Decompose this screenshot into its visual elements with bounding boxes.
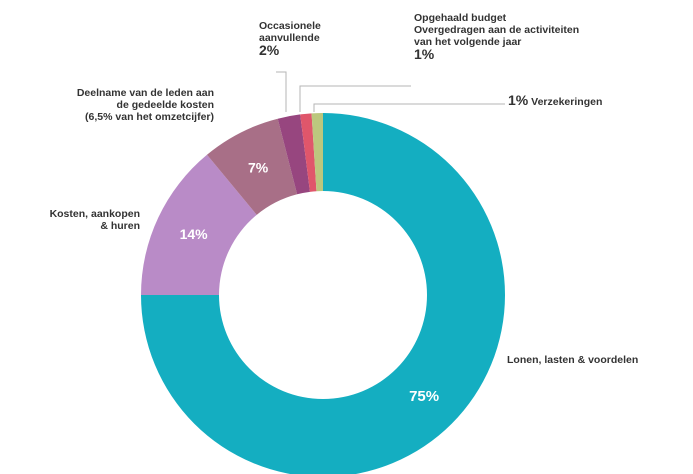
- label-lonen: Lonen, lasten & voordelen: [507, 354, 639, 366]
- label-budget-pct: 1%: [414, 46, 435, 62]
- leader-line-budget: [299, 85, 411, 112]
- label-verzekeringen-pct: 1%: [508, 92, 529, 108]
- label-kosten-line1: Kosten, aankopen: [49, 208, 140, 220]
- label-occasionele-pct: 2%: [259, 42, 280, 58]
- donut-percent-labels: 75% 14% 7%: [180, 160, 440, 406]
- slice-kosten: [141, 154, 257, 295]
- label-dochter-line3: (6,5% van het omzetcijfer): [85, 111, 214, 123]
- slice-lonen: [141, 113, 505, 474]
- donut-slices: [141, 113, 505, 474]
- label-budget-line3: van het volgende jaar: [414, 36, 522, 48]
- label-kosten-line2: & huren: [100, 220, 140, 232]
- label-dochter-line1: Deelname van de leden aan: [76, 87, 214, 99]
- slice-budget: [300, 113, 317, 192]
- label-budget-line1: Opgehaald budget: [414, 12, 507, 24]
- slice-occasionele: [277, 114, 310, 195]
- label-occasionele: Occasionele aanvullende 2%: [259, 20, 321, 58]
- leader-line-verzekeringen: [313, 103, 505, 112]
- label-budget: Opgehaald budget Overgedragen aan de act…: [414, 12, 580, 62]
- label-dochter: Deelname van de leden aan de gedeelde ko…: [0, 87, 214, 123]
- slice-label-kosten: 14%: [180, 226, 209, 242]
- leader-lines: [276, 71, 505, 112]
- slice-label-dochter: 7%: [248, 160, 269, 176]
- label-kosten: Kosten, aankopen & huren: [0, 208, 140, 232]
- slice-verzekeringen: [311, 113, 323, 192]
- label-budget-line2: Overgedragen aan de activiteiten: [414, 24, 580, 36]
- label-occasionele-line2: aanvullende: [259, 32, 320, 44]
- label-dochter-line2: de gedeelde kosten: [116, 99, 214, 111]
- label-verzekeringen-text: Verzekeringen: [531, 96, 603, 108]
- slice-dochter: [206, 118, 298, 215]
- slice-label-lonen: 75%: [409, 388, 439, 405]
- label-occasionele-line1: Occasionele: [259, 20, 321, 32]
- leader-line-occasionele: [276, 71, 287, 112]
- label-verzekeringen: 1% Verzekeringen: [508, 92, 603, 108]
